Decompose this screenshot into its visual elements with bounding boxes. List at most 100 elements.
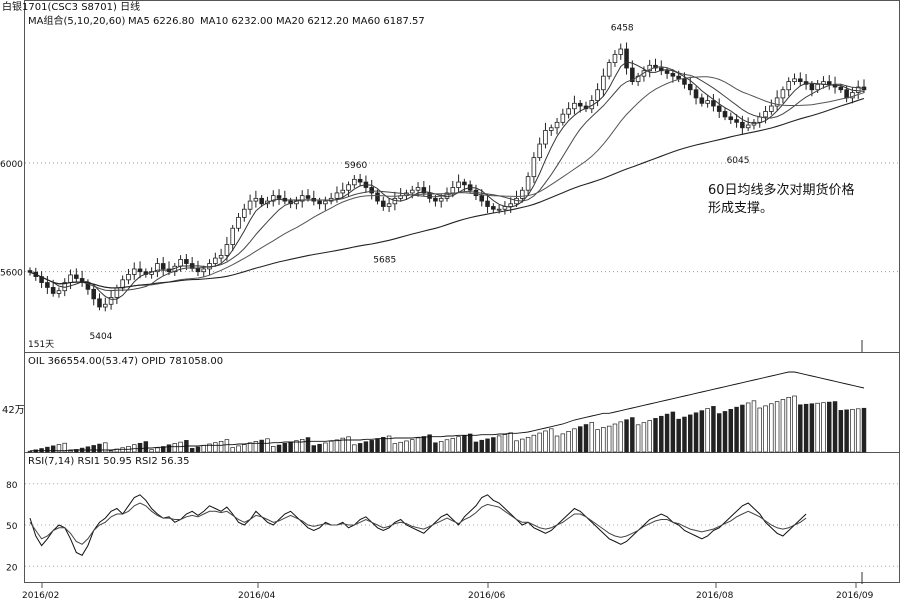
ma20-label: MA20 6212.20 [276,16,349,27]
volume-bar [531,434,537,453]
candle-body [826,81,832,85]
candle-body [236,216,241,229]
candle-body [601,75,606,91]
candle-body [572,102,577,110]
price-annotation: 5404 [90,332,113,342]
candle-body [786,81,791,91]
volume-bar [230,447,235,453]
volume-bar [276,444,282,453]
volume-bar [45,446,50,453]
x-axis-label: 2016/09 [836,591,874,601]
rsi1-line [29,494,807,556]
volume-bar [213,442,218,453]
volume-bar [861,407,867,453]
candle-body [687,83,693,91]
volume-panel-frame [24,352,900,453]
volume-bar [357,443,363,453]
price-tick-label: 6000 [0,160,23,170]
volume-bar [433,442,438,453]
volume-bar [68,450,73,453]
volume-bar [815,402,820,453]
candle-body [375,192,380,202]
volume-bar [224,439,230,453]
candle-body [352,178,357,186]
candle-body [745,124,751,129]
candle-body [612,54,618,63]
volume-bar [751,400,757,453]
volume-bar [740,404,745,453]
volume-bar [670,411,676,453]
moving-average-lines [29,61,865,300]
candle-body [716,105,722,112]
volume-bar [653,418,658,453]
candle-body [838,86,844,91]
rsi-tick-label: 50 [6,522,18,532]
volume-bar [618,421,623,453]
support-note-line1: 60日均线多次对期货价格 [708,182,855,198]
volume-bar [236,445,241,453]
candle-body [763,111,768,118]
volume-bar [404,440,409,453]
volume-bar [195,446,201,453]
candle-body [97,298,102,308]
candle-body [624,48,629,69]
volume-bar [346,436,351,453]
volume-bar [456,436,461,453]
candle-body [103,303,108,308]
volume-bar [103,442,108,453]
volume-bar [745,402,751,453]
x-axis-labels: 2016/02 2016/04 2016/06 2016/08 2016/09 [22,582,874,601]
volume-bar [496,435,502,453]
candle-body [45,282,50,288]
x-axis-label: 2016/04 [238,591,276,601]
candle-body [485,200,490,207]
candle-body [270,195,276,202]
volume-bar [155,447,160,453]
volume-bar [821,402,826,453]
candle-body [369,187,374,194]
candle-body [693,89,699,99]
volume-bar [265,438,270,453]
volume-bar [572,428,577,453]
volume-bar [369,440,374,453]
volume-bar [137,442,143,453]
volume-bar [560,433,566,453]
candle-body [415,187,421,191]
volume-bar [328,440,334,453]
candle-body [137,268,143,273]
volume-bar [242,444,247,453]
candle-body [462,181,467,186]
candle-body [792,78,797,82]
volume-bar [722,411,728,453]
volume-bar [85,446,91,453]
volume-bar [635,424,641,453]
candle-body [479,195,485,202]
volume-bar [473,441,479,453]
volume-bar [699,410,705,453]
rsi-header: RSI(7,14) RSI1 50.95 RSI2 56.35 [28,456,190,467]
candle-body [728,116,734,121]
volume-bar [56,444,62,453]
volume-bar [189,448,195,453]
volume-bar [595,429,600,453]
candle-body [224,244,230,256]
candle-body [815,83,820,91]
candle-body [670,73,676,77]
volume-bar [612,423,618,453]
volume-bar [305,437,311,453]
volume-bar [803,403,809,453]
volume-bar [827,401,832,453]
volume-bar [282,442,288,453]
price-annotation: 5960 [344,161,367,171]
volume-bar [201,444,206,453]
volume-bar [172,443,178,453]
candle-body [126,273,131,281]
volume-header: OIL 366554.00(53.47) OPID 781058.00 [28,356,223,367]
candle-body [120,279,125,289]
volume-bar [549,428,554,453]
candle-body [305,195,311,199]
volume-bar [520,438,525,453]
volume-bar [467,433,473,453]
volume-bar [149,449,154,453]
candle-body [299,195,305,202]
